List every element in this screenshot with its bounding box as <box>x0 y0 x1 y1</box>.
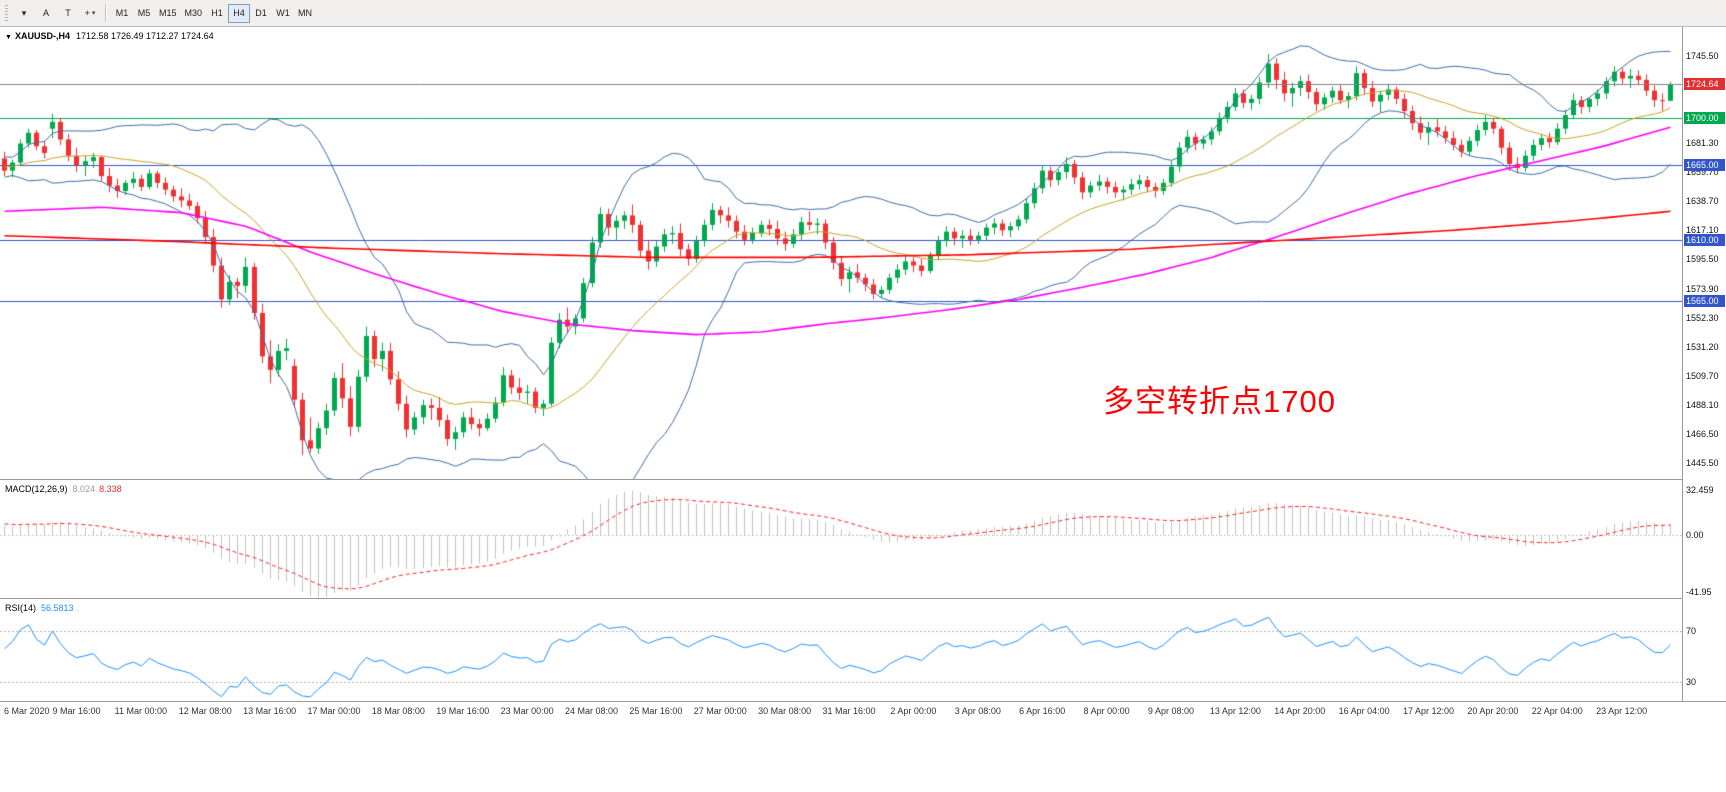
indicators-button[interactable]: + ▾ <box>79 4 101 23</box>
timeframe-button-group: M1 M5 M15 M30 H1 H4 D1 W1 MN <box>111 3 316 23</box>
time-axis-label: 22 Apr 04:00 <box>1531 706 1583 716</box>
time-axis-label: 16 Apr 04:00 <box>1338 706 1390 716</box>
macd-main-value: 8.024 <box>72 484 96 494</box>
price-axis-label: 1745.50 <box>1686 51 1719 62</box>
time-axis-label: 23 Mar 00:00 <box>500 706 554 716</box>
price-chart-canvas[interactable] <box>0 27 1682 479</box>
time-axis-label: 9 Apr 08:00 <box>1147 706 1194 716</box>
price-scale[interactable]: 1745.50 1681.30 1659.70 1638.70 1617.10 1595.… <box>1682 27 1726 701</box>
symbol-period-label: XAUUSD-,H4 <box>14 31 70 41</box>
macd-axis-label: 0.00 <box>1686 529 1704 540</box>
time-axis-label: 2 Apr 00:00 <box>890 706 937 716</box>
hline-price-badge: 1700.00 <box>1684 111 1725 124</box>
rsi-axis-label: 70 <box>1686 625 1697 636</box>
price-axis-label: 1638.70 <box>1686 195 1719 206</box>
time-axis-label: 27 Mar 00:00 <box>693 706 747 716</box>
time-axis-label: 23 Apr 12:00 <box>1596 706 1648 716</box>
hline-price-badge: 1565.00 <box>1684 294 1725 307</box>
time-axis-label: 18 Mar 08:00 <box>371 706 425 716</box>
time-axis-label: 13 Apr 12:00 <box>1209 706 1261 716</box>
time-axis-label: 14 Apr 20:00 <box>1274 706 1326 716</box>
time-axis-label: 25 Mar 16:00 <box>629 706 683 716</box>
price-axis-label: 1552.30 <box>1686 312 1719 323</box>
price-axis-label: 1681.30 <box>1686 138 1719 149</box>
tool-button-group: ▾ A T + ▾ <box>13 4 101 23</box>
toolbar: ▾ A T + ▾ M1 M5 M15 M30 H1 H4 D1 W1 MN <box>0 0 1726 27</box>
time-axis-label: 13 Mar 16:00 <box>243 706 297 716</box>
dropdown-caret-icon: ▾ <box>91 10 96 17</box>
text-tool-a-button[interactable]: A <box>35 4 57 23</box>
time-axis-label: 24 Mar 08:00 <box>564 706 619 716</box>
price-axis-label: 1595.50 <box>1686 254 1719 265</box>
rsi-value: 56.5813 <box>41 603 74 613</box>
timeframe-m30-button[interactable]: M30 <box>181 4 207 23</box>
timeframe-mn-button[interactable]: MN <box>294 4 316 23</box>
chart-dropdown-icon[interactable]: ▼ <box>5 34 12 41</box>
timeframe-h4-button[interactable]: H4 <box>228 3 251 23</box>
timeframe-h1-button[interactable]: H1 <box>206 4 228 23</box>
time-axis-label: 30 Mar 08:00 <box>758 706 812 716</box>
rsi-axis-label: 30 <box>1686 676 1697 687</box>
macd-signal-value: 8.338 <box>99 484 122 494</box>
macd-name: MACD(12,26,9) <box>5 484 68 494</box>
time-axis-label: 8 Apr 00:00 <box>1083 706 1130 716</box>
timeframe-m5-button[interactable]: M5 <box>133 4 155 23</box>
hline-price-badge: 1610.00 <box>1684 233 1725 246</box>
pane-separator[interactable] <box>0 598 1726 599</box>
macd-axis-label: -41.95 <box>1686 587 1712 598</box>
time-axis-label: 3 Apr 08:00 <box>954 706 1001 716</box>
price-axis-label: 1573.90 <box>1686 283 1719 294</box>
macd-label: MACD(12,26,9) 8.024 8.338 <box>5 484 122 494</box>
rsi-pane-canvas[interactable] <box>0 599 1682 701</box>
toolbar-separator <box>105 4 107 22</box>
chart-window[interactable]: ▼ XAUUSD-,H4 1712.58 1726.49 1712.27 1724.… <box>0 27 1726 792</box>
timeframe-w1-button[interactable]: W1 <box>272 4 294 23</box>
timeframe-d1-button[interactable]: D1 <box>250 4 272 23</box>
current-price-badge: 1724.64 <box>1684 78 1725 91</box>
price-axis-label: 1445.50 <box>1686 457 1719 468</box>
time-axis-label: 20 Apr 20:00 <box>1467 706 1519 716</box>
time-axis-label: 9 Mar 16:00 <box>52 706 101 716</box>
macd-pane-canvas[interactable] <box>0 480 1682 598</box>
time-axis-label: 17 Apr 12:00 <box>1402 706 1455 716</box>
ohlc-values: 1712.58 1726.49 1712.27 1724.64 <box>75 31 214 41</box>
time-axis-label: 11 Mar 00:00 <box>114 706 168 716</box>
macd-axis-label: 32.459 <box>1686 485 1714 496</box>
time-axis[interactable]: 6 Mar 2020 9 Mar 16:00 11 Mar 00:00 12 Mar … <box>0 701 1726 720</box>
price-axis-label: 1531.20 <box>1686 341 1719 352</box>
time-axis-label: 6 Apr 16:00 <box>1019 706 1066 716</box>
time-axis-label: 17 Mar 00:00 <box>307 706 361 716</box>
price-axis-label: 1617.10 <box>1686 225 1719 236</box>
timeframe-m1-button[interactable]: M1 <box>111 4 133 23</box>
time-axis-label: 31 Mar 16:00 <box>822 706 876 716</box>
price-axis-label: 1509.70 <box>1686 370 1719 381</box>
time-axis-label: 12 Mar 08:00 <box>178 706 232 716</box>
rsi-label: RSI(14) 56.5813 <box>5 603 74 613</box>
text-tool-t-button[interactable]: T <box>57 4 79 23</box>
toolbar-grip[interactable] <box>5 5 8 21</box>
time-axis-label: 19 Mar 16:00 <box>436 706 490 716</box>
time-axis-label: 6 Mar 2020 <box>4 706 50 716</box>
chart-text-annotation[interactable]: 多空转折点1700 <box>1103 384 1336 419</box>
price-axis-label: 1659.70 <box>1686 167 1719 178</box>
pane-separator[interactable] <box>0 479 1726 480</box>
timeframe-m15-button[interactable]: M15 <box>155 4 181 23</box>
hline-price-badge: 1665.00 <box>1684 159 1725 172</box>
chart-type-button[interactable]: ▾ <box>13 4 35 23</box>
price-axis-label: 1488.10 <box>1686 399 1719 410</box>
chart-header: ▼ XAUUSD-,H4 1712.58 1726.49 1712.27 1724.… <box>5 31 214 41</box>
rsi-name: RSI(14) <box>5 603 37 613</box>
price-axis-label: 1466.50 <box>1686 429 1719 440</box>
